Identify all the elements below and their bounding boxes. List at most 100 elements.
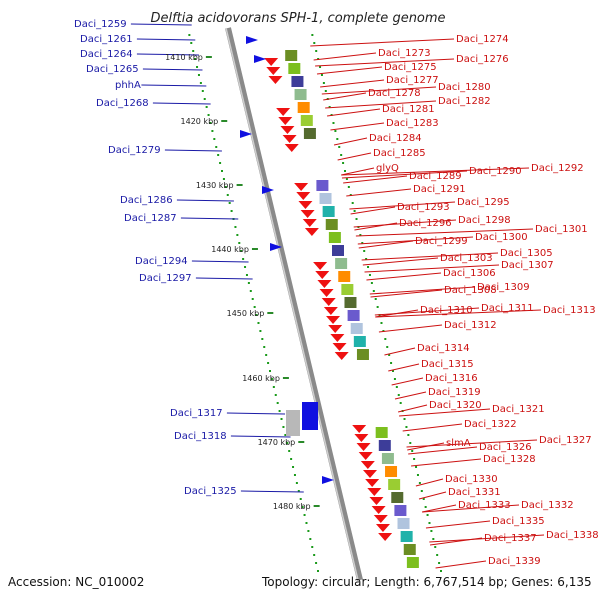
gene-label-reverse: Daci_1335 (492, 516, 545, 527)
gc-dot-right (370, 282, 373, 284)
map-title: Delftia acidovorans SPH-1, complete geno… (150, 11, 445, 26)
gc-dot-left (205, 106, 208, 108)
gene-callout-line (195, 277, 253, 280)
gc-dot-right (434, 546, 437, 548)
gene-label-reverse: Daci_1308 (444, 285, 497, 296)
gc-dot-left (301, 506, 304, 508)
gene-label-reverse: Daci_1316 (425, 373, 478, 384)
gene-callout-line (240, 490, 304, 493)
gene-label-reverse: Daci_1310 (420, 305, 473, 316)
gene-label-reverse: Daci_1332 (521, 500, 574, 511)
reverse-gene-arrow (323, 307, 338, 315)
reverse-gene-arrow (266, 67, 281, 75)
gc-dot-left (305, 522, 308, 524)
gc-dot-right (393, 378, 396, 380)
gene-callout-line (320, 79, 385, 88)
gc-dot-left (251, 298, 254, 300)
gene-callout-line (358, 240, 414, 249)
gc-dot-right (399, 402, 402, 404)
category-box (353, 336, 366, 347)
gc-dot-right (397, 394, 400, 396)
category-box (316, 180, 329, 191)
gene-label-reverse: Daci_1285 (373, 148, 426, 159)
reverse-gene-arrow (278, 117, 293, 125)
gene-callout-line (425, 520, 491, 529)
category-box (338, 271, 351, 282)
category-box (400, 531, 413, 542)
gene-label-reverse: Daci_1303 (440, 253, 493, 264)
chromosome-backbone (225, 27, 363, 581)
gene-label-reverse: Daci_1289 (409, 171, 462, 182)
forward-gene-arrow (246, 36, 258, 44)
gc-dot-left (197, 74, 200, 76)
category-box (356, 349, 369, 360)
reverse-gene-arrow (371, 506, 386, 514)
gc-dot-left (317, 570, 319, 572)
reverse-gene-arrow (326, 316, 341, 324)
gc-dot-right (355, 218, 358, 220)
gene-label-reverse: Daci_1275 (384, 62, 437, 73)
reverse-gene-arrow (328, 325, 343, 333)
category-box (335, 258, 348, 269)
gc-dot-right (407, 434, 410, 436)
gc-dot-left (288, 450, 291, 452)
gene-callout-line (180, 217, 239, 220)
chromosome-highlight (225, 27, 359, 581)
gc-dot-left (244, 266, 247, 268)
scale-tick-label: 1420 kbp (181, 117, 219, 126)
gc-dot-left (267, 362, 270, 364)
gene-callout-line (337, 152, 372, 161)
reverse-gene-arrow (296, 192, 311, 200)
gc-dot-right (324, 90, 327, 92)
gene-callout-line (402, 423, 463, 432)
gc-dot-right (416, 474, 419, 476)
gene-callout-line (399, 408, 491, 417)
gc-dot-left (230, 210, 233, 212)
gc-dot-right (432, 538, 435, 540)
gc-dot-left (261, 338, 264, 340)
gene-label-forward: Daci_1287 (124, 213, 177, 224)
labels-layer: 1410 kbp 1420 kbp 1430 kbp 1440 kbp 1450 kbp… (74, 19, 599, 567)
gene-label-reverse: Daci_1309 (477, 282, 530, 293)
gc-dot-right (438, 562, 441, 564)
category-box (378, 440, 391, 451)
gc-dot-right (428, 522, 431, 524)
gene-label-reverse: Daci_1273 (378, 48, 431, 59)
gene-label-reverse: Daci_1313 (543, 305, 596, 316)
gene-callout-line (313, 52, 377, 61)
gene-callout-line (343, 175, 408, 184)
gene-callout-line (388, 363, 420, 372)
gc-dot-right (363, 250, 366, 252)
forward-gene-arrow (322, 476, 334, 484)
category-box (294, 89, 307, 100)
gc-dot-right (405, 426, 408, 428)
gc-dot-left (215, 146, 218, 148)
category-box (381, 453, 394, 464)
gene-label-reverse: Daci_1328 (483, 454, 536, 465)
scale-tick-label: 1440 kbp (211, 245, 249, 254)
gene-callout-line (176, 199, 234, 202)
gene-callout-line (384, 347, 416, 356)
gc-dot-left (247, 282, 250, 284)
category-box (291, 76, 304, 87)
gene-label-reverse: Daci_1339 (488, 556, 541, 567)
gene-label-forward: Daci_1259 (74, 19, 127, 30)
category-box (385, 466, 398, 477)
category-box (288, 63, 301, 74)
gene-callout-line (415, 478, 444, 487)
gene-label-reverse: Daci_1284 (369, 133, 422, 144)
category-box (303, 128, 316, 139)
gene-label-reverse: Daci_1319 (428, 387, 481, 398)
gene-label-reverse: Daci_1307 (501, 260, 554, 271)
scale-tick-label: 1450 kbp (227, 309, 265, 318)
gene-label-reverse: Daci_1315 (421, 359, 474, 370)
gene-label-reverse: Daci_1278 (368, 88, 421, 99)
gc-dot-left (265, 354, 268, 356)
gene-callout-line (341, 167, 530, 176)
gene-callout-line (325, 100, 437, 109)
gene-callout-line (136, 38, 196, 41)
gene-callout-line (226, 412, 286, 415)
category-box (319, 193, 332, 204)
gc-dot-right (376, 306, 379, 308)
scale-tick-label: 1480 kbp (273, 502, 311, 511)
